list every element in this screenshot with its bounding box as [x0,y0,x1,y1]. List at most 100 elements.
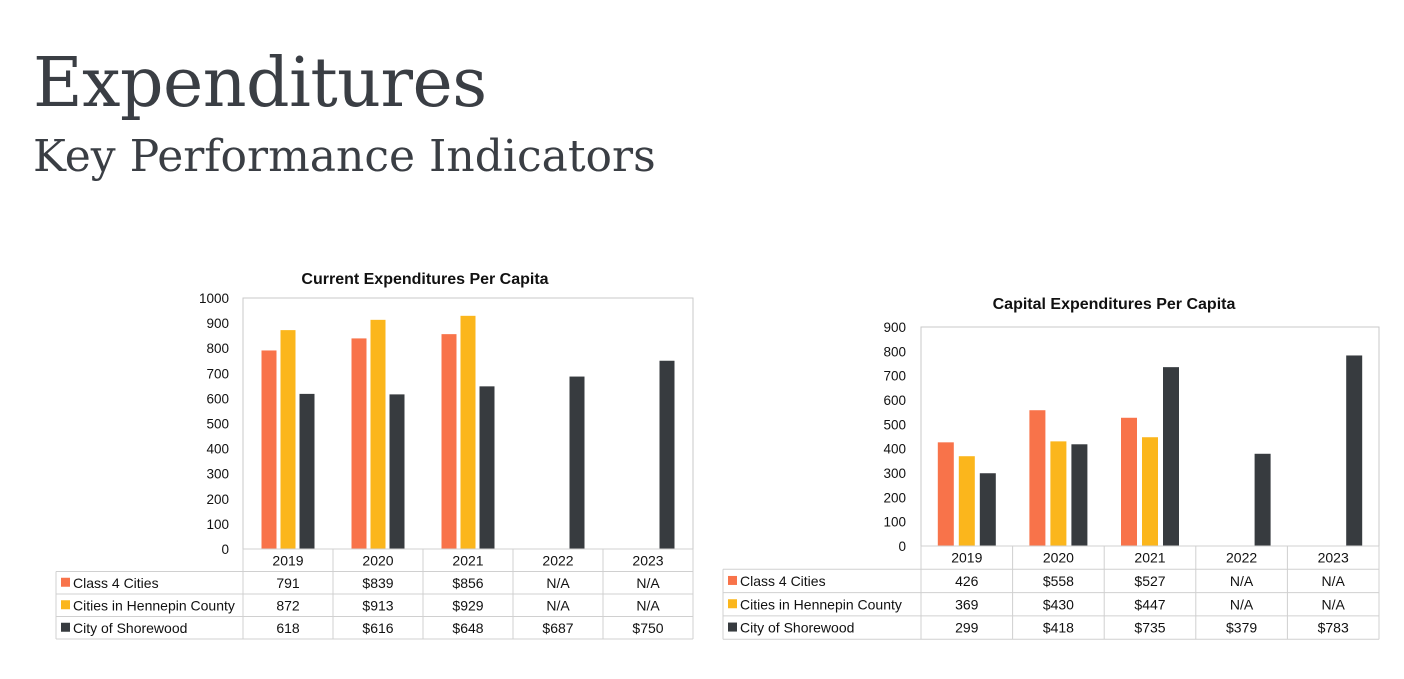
y-tick-label: 100 [206,517,229,532]
y-tick-label: 700 [883,369,906,384]
y-tick-label: 300 [206,467,229,482]
y-tick-label: 600 [883,393,906,408]
data-label: 369 [955,596,979,612]
data-label: N/A [546,597,570,613]
data-label: N/A [1322,596,1346,612]
y-tick-label: 500 [206,417,229,432]
data-label: $430 [1043,596,1074,612]
legend-key-city-of-shorewood [61,622,70,632]
bar-city-of-shorewood-2022 [1254,453,1271,546]
data-label: 791 [276,575,300,591]
y-tick-label: 400 [883,442,906,457]
legend-label: Cities in Hennepin County [740,596,902,612]
legend-label: Class 4 Cities [73,575,159,591]
y-tick-label: 200 [206,492,229,507]
data-label: $527 [1134,573,1165,589]
y-tick-label: 300 [883,466,906,481]
bar-class-4-cities-2019 [261,350,277,549]
page-subtitle: Key Performance Indicators [33,131,656,182]
bar-cities-in-hennepin-county-2021 [1142,437,1158,546]
data-label: 426 [955,573,979,589]
data-label: 618 [276,620,300,636]
y-tick-label: 700 [206,366,229,381]
category-label: 2021 [452,552,483,568]
data-label: $447 [1134,596,1165,612]
y-tick-label: 800 [206,341,229,356]
category-label: 2021 [1134,550,1165,566]
y-tick-label: 900 [883,320,906,335]
data-label: 299 [955,620,979,636]
legend-key-class-4-cities [61,577,70,587]
data-label: $735 [1134,620,1165,636]
bar-class-4-cities-2020 [1029,410,1046,546]
data-label: $913 [362,597,393,613]
data-label: $839 [362,575,393,591]
data-label: N/A [636,575,660,591]
data-label: $616 [362,620,393,636]
chart-title: Capital Expenditures Per Capita [993,296,1236,313]
category-label: 2023 [632,552,663,568]
legend-key-city-of-shorewood [728,622,737,632]
data-label: N/A [636,597,660,613]
data-label: N/A [546,575,570,591]
chart-title: Current Expenditures Per Capita [301,271,548,288]
bar-city-of-shorewood-2021 [1163,367,1179,546]
y-tick-label: 200 [883,490,906,505]
data-label: N/A [1230,573,1254,589]
data-label: $856 [452,575,483,591]
bar-class-4-cities-2019 [937,442,954,546]
data-label: $379 [1226,620,1257,636]
y-tick-label: 100 [883,515,906,530]
data-label: N/A [1322,573,1346,589]
bar-city-of-shorewood-2022 [569,376,585,549]
data-label: $558 [1043,573,1074,589]
legend-key-cities-in-hennepin-county [728,599,737,609]
y-tick-label: 500 [883,417,906,432]
bar-city-of-shorewood-2021 [479,386,495,549]
legend-key-class-4-cities [728,575,737,585]
bar-class-4-cities-2021 [1121,417,1137,546]
data-label: 872 [276,597,300,613]
bar-city-of-shorewood-2023 [659,360,675,549]
y-tick-label: 800 [883,344,906,359]
data-label: $783 [1318,620,1349,636]
bar-class-4-cities-2020 [351,338,367,549]
category-label: 2019 [272,552,303,568]
data-label: $929 [452,597,483,613]
page-title: Expenditures [33,44,487,123]
bar-city-of-shorewood-2020 [1071,444,1088,546]
legend-label: Cities in Hennepin County [73,597,235,613]
category-label: 2022 [542,552,573,568]
y-tick-label: 0 [221,542,229,557]
legend-label: City of Shorewood [740,620,854,636]
bar-city-of-shorewood-2023 [1346,355,1363,546]
y-tick-label: 1000 [199,291,229,306]
bar-cities-in-hennepin-county-2021 [460,315,476,549]
bar-class-4-cities-2021 [441,334,457,549]
y-tick-label: 0 [898,539,906,554]
data-label: $750 [632,620,663,636]
bar-cities-in-hennepin-county-2020 [370,319,386,549]
legend-label: City of Shorewood [73,620,187,636]
data-label: N/A [1230,596,1254,612]
bar-cities-in-hennepin-county-2020 [1050,441,1067,546]
category-label: 2019 [951,550,982,566]
data-label: $418 [1043,620,1074,636]
bar-city-of-shorewood-2019 [979,473,996,546]
data-label: $648 [452,620,483,636]
y-tick-label: 400 [206,442,229,457]
category-label: 2023 [1318,550,1349,566]
category-label: 2020 [1043,550,1074,566]
bar-cities-in-hennepin-county-2019 [280,330,296,549]
category-label: 2020 [362,552,393,568]
legend-key-cities-in-hennepin-county [61,600,70,610]
bar-city-of-shorewood-2019 [299,393,315,549]
category-label: 2022 [1226,550,1257,566]
bar-cities-in-hennepin-county-2019 [958,456,975,546]
y-tick-label: 900 [206,316,229,331]
data-label: $687 [542,620,573,636]
legend-label: Class 4 Cities [740,573,826,589]
bar-city-of-shorewood-2020 [389,394,405,549]
